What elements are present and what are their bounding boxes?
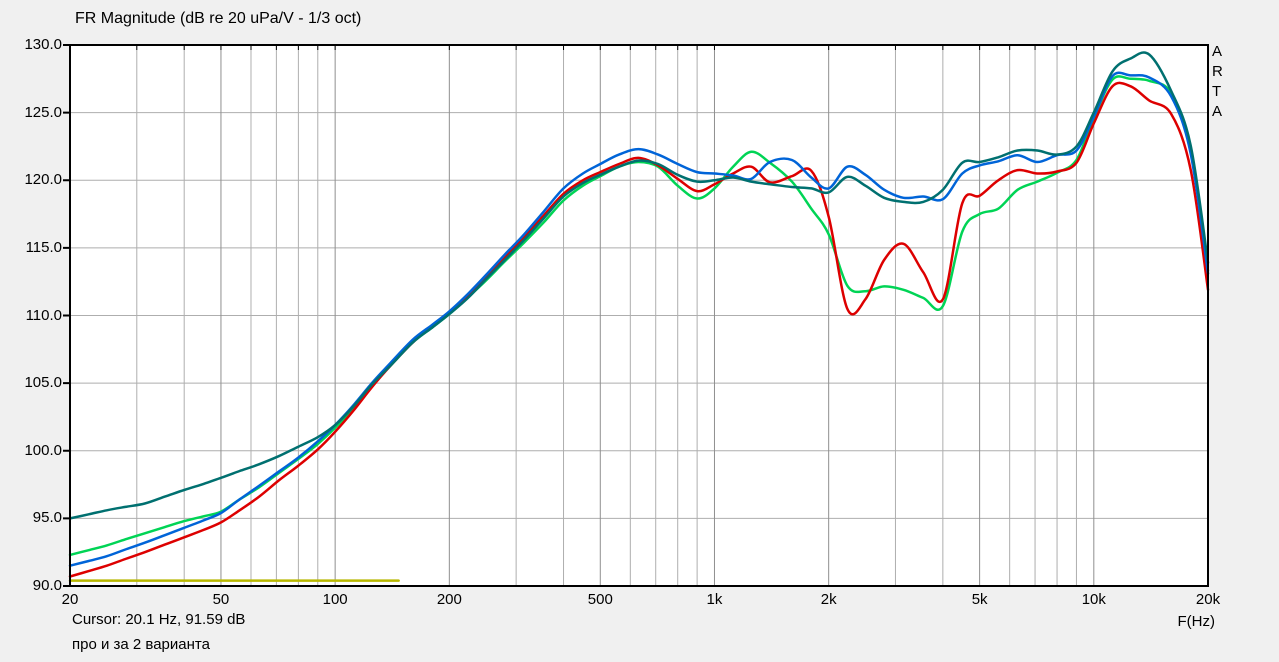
x-axis-tick-label: 20k <box>1195 591 1221 608</box>
x-axis-tick-label: 5k <box>971 591 988 608</box>
arta-watermark-letter: T <box>1212 83 1222 100</box>
y-axis-tick-label: 100.0 <box>24 441 62 459</box>
x-axis-tick-label: 50 <box>212 591 230 608</box>
arta-watermark: A R T A <box>1212 42 1223 122</box>
red-curve <box>68 81 1210 578</box>
chart-title: FR Magnitude (dB re 20 uPa/V - 1/3 oct) <box>75 10 362 27</box>
blue-curve <box>68 71 1210 567</box>
y-axis-tick-label: 130.0 <box>24 36 62 53</box>
x-axis-tick-label: 500 <box>587 591 613 608</box>
arta-watermark-letter: A <box>1212 43 1223 60</box>
x-axis-tick-label: 20 <box>61 591 79 608</box>
teal-curve <box>68 51 1210 520</box>
x-axis-tick-label: 200 <box>436 591 462 608</box>
arta-watermark-letter: A <box>1212 103 1223 120</box>
x-axis-tick-label: 2k <box>820 591 837 608</box>
x-axis-tick-label: 10k <box>1081 591 1106 608</box>
y-axis-tick-label: 120.0 <box>24 171 62 189</box>
y-axis-tick-label: 90.0 <box>32 577 62 594</box>
x-axis-unit-label: F(Hz) <box>1177 613 1216 630</box>
plot-border <box>69 44 1209 587</box>
x-axis-tick-label: 1k <box>706 591 723 608</box>
y-axis-tick-label: 95.0 <box>32 509 62 527</box>
arta-watermark-letter: R <box>1212 63 1223 80</box>
y-axis-tick-label: 115.0 <box>25 238 62 256</box>
y-axis-tick-label: 125.0 <box>24 103 62 121</box>
x-axis-tick-label: 100 <box>322 591 348 608</box>
note-text: про и за 2 варианта <box>72 636 210 653</box>
cursor-readout: Cursor: 20.1 Hz, 91.59 dB <box>72 611 246 628</box>
y-axis-tick-label: 110.0 <box>25 306 62 324</box>
y-axis-tick-label: 105.0 <box>24 374 62 392</box>
